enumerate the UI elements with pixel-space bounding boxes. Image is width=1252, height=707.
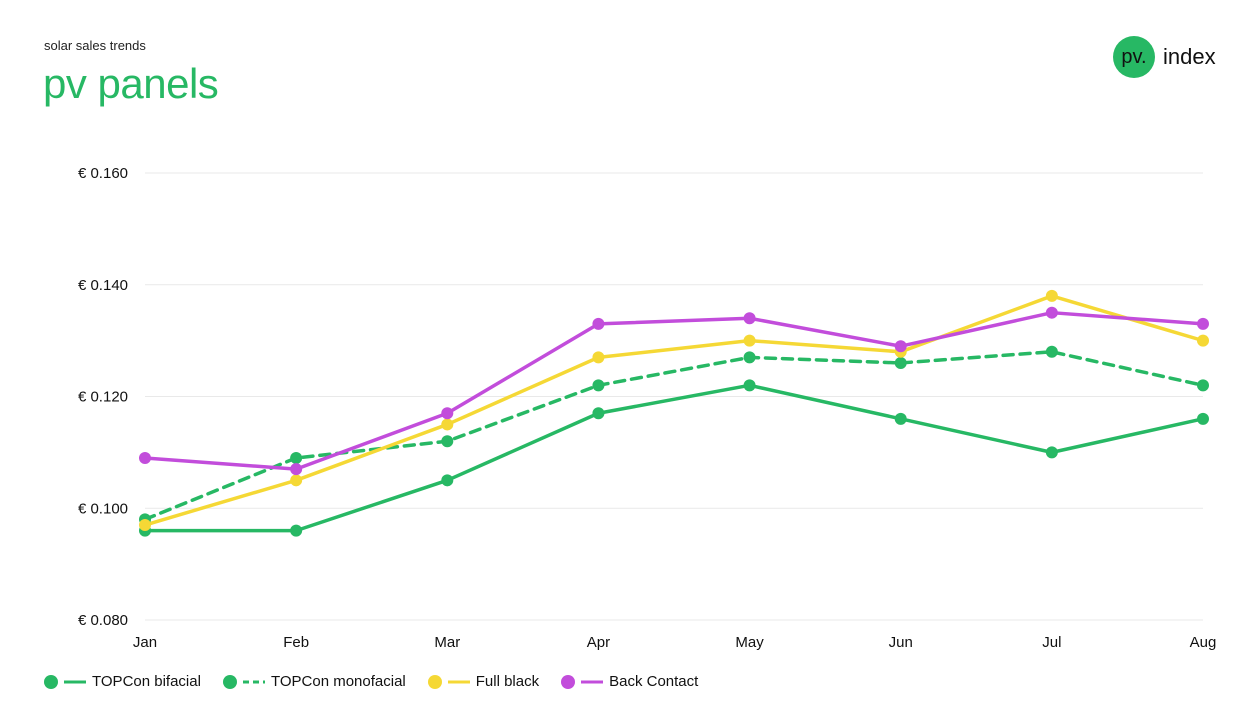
x-tick-label: Aug — [1190, 634, 1217, 651]
data-point — [1045, 446, 1058, 459]
series-line — [143, 350, 1205, 522]
data-point — [743, 351, 756, 364]
y-tick-label: € 0.100 — [78, 500, 128, 517]
series-line — [143, 294, 1205, 527]
legend-item: Full black — [427, 673, 540, 690]
data-point — [592, 351, 605, 364]
x-tick-label: Mar — [434, 634, 460, 651]
legend-swatch — [44, 674, 86, 689]
legend-item: Back Contact — [561, 673, 698, 690]
data-point — [139, 519, 151, 532]
legend-item: TOPCon bifacial — [44, 673, 201, 690]
data-point — [290, 524, 303, 537]
data-point — [1045, 306, 1058, 319]
legend-label: TOPCon monofacial — [270, 673, 406, 690]
logo-wordmark: index — [1163, 44, 1216, 69]
series-line — [143, 310, 1205, 471]
chart-legend: TOPCon bifacial TOPCon monofacial Full bla… — [44, 673, 720, 690]
legend-label: TOPCon bifacial — [92, 673, 201, 690]
data-point — [1045, 345, 1058, 358]
data-point — [441, 407, 454, 420]
data-point — [1197, 317, 1209, 330]
legend-label: Back Contact — [609, 673, 699, 690]
data-point — [894, 340, 907, 353]
data-point — [441, 435, 454, 448]
legend-swatch — [222, 674, 265, 689]
data-point — [1197, 334, 1209, 347]
data-point — [743, 334, 756, 347]
data-point — [894, 412, 907, 425]
legend-label: Full black — [475, 673, 540, 690]
data-point — [1197, 412, 1209, 425]
data-point — [592, 379, 605, 392]
brand-logo: pv. index — [1113, 36, 1216, 78]
x-tick-label: Apr — [587, 634, 610, 651]
x-tick-label: May — [735, 634, 764, 651]
y-tick-label: € 0.080 — [78, 612, 128, 629]
data-point — [743, 312, 756, 325]
y-tick-label: € 0.140 — [78, 277, 128, 294]
x-tick-label: Jun — [889, 634, 913, 651]
data-point — [290, 451, 303, 464]
data-point — [290, 463, 303, 476]
x-tick-label: Jan — [133, 634, 157, 651]
legend-swatch — [561, 674, 604, 689]
logo-mark: pv. — [1113, 36, 1155, 78]
series-line — [143, 383, 1205, 533]
data-point — [139, 451, 151, 464]
data-point — [592, 407, 605, 420]
legend-swatch — [427, 674, 470, 689]
data-point — [592, 317, 605, 330]
data-point — [894, 356, 907, 369]
data-point — [743, 379, 756, 392]
data-point — [441, 418, 454, 431]
chart-title: pv panels — [43, 60, 219, 107]
y-tick-label: € 0.120 — [78, 389, 128, 406]
y-tick-label: € 0.160 — [78, 165, 128, 182]
data-point — [441, 474, 454, 487]
data-point — [1197, 379, 1209, 392]
chart-subtitle: solar sales trends — [44, 38, 146, 53]
x-tick-label: Jul — [1042, 634, 1061, 651]
data-point — [1045, 289, 1058, 302]
legend-item: TOPCon monofacial — [222, 673, 406, 690]
x-tick-label: Feb — [283, 634, 309, 651]
data-point — [290, 474, 303, 487]
